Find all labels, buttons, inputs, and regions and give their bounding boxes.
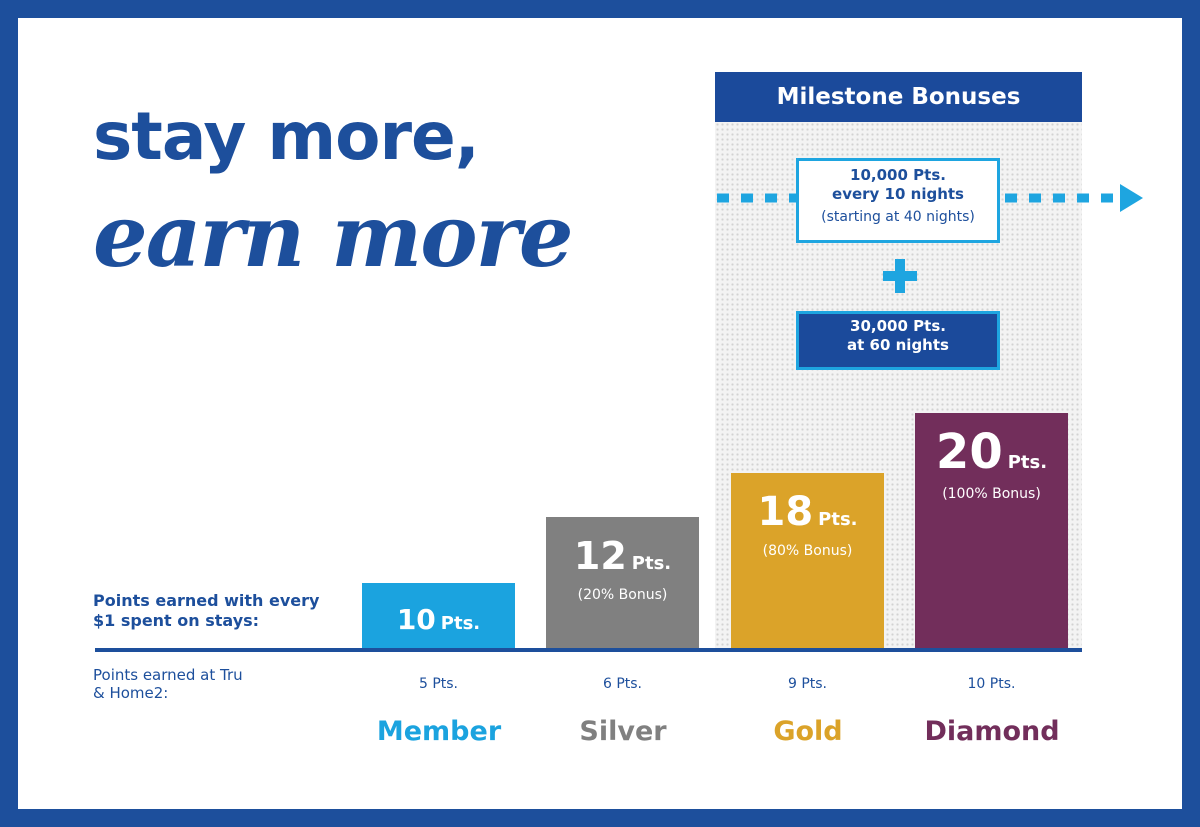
plus-icon <box>883 259 917 293</box>
points-line: 20 Pts. <box>915 428 1068 486</box>
points-unit: Pts. <box>440 613 481 634</box>
box-line: every 10 nights <box>832 185 964 203</box>
points-unit: Pts. <box>818 509 858 530</box>
points-unit: Pts. <box>631 553 672 574</box>
tier-name: Silver <box>579 716 667 747</box>
points-value: 12 <box>573 534 627 578</box>
tier-name: Gold <box>773 716 843 747</box>
tier-bar: 12 Pts. (20% Bonus) <box>546 517 699 648</box>
row-label: Points earned at Tru & Home2: <box>93 666 243 702</box>
title-line: earn more <box>93 186 574 287</box>
tier-name: Member <box>376 716 502 747</box>
baseline <box>95 648 1082 652</box>
box-line: at 60 nights <box>847 336 949 354</box>
arrow-head <box>1120 184 1143 212</box>
points-unit: Pts. <box>1007 452 1048 473</box>
tru-points: 5 Pts. <box>418 676 459 692</box>
bonus-label: (20% Bonus) <box>577 587 668 603</box>
tru-points: 10 Pts. <box>967 676 1016 692</box>
tier-name: Diamond <box>924 716 1060 747</box>
points-value: 20 <box>935 424 1003 480</box>
box-line: (starting at 40 nights) <box>821 209 975 225</box>
tier-bar: 10 Pts. <box>362 583 515 648</box>
points-line: 18 Pts. <box>731 489 884 543</box>
tru-points: 9 Pts. <box>787 676 828 692</box>
box-line: 30,000 Pts. <box>850 317 946 335</box>
points-line: 12 Pts. <box>546 533 699 587</box>
tier-bar: 20 Pts. (100% Bonus) <box>915 413 1068 648</box>
bonus-label: (80% Bonus) <box>762 543 853 559</box>
milestone-title: Milestone Bonuses <box>715 72 1082 122</box>
title-line: stay more, <box>93 98 480 175</box>
tier-bar: 18 Pts. (80% Bonus) <box>731 473 884 648</box>
box-line: 10,000 Pts. <box>850 166 946 184</box>
milestone-box: 10,000 Pts. every 10 nights (starting at… <box>796 158 1000 243</box>
points-line: 10 Pts. <box>362 597 515 647</box>
row-label: Points earned with every $1 spent on sta… <box>93 591 320 630</box>
milestone-box: 30,000 Pts. at 60 nights <box>796 311 1000 370</box>
points-value: 10 <box>396 603 436 636</box>
tru-points: 6 Pts. <box>602 676 643 692</box>
points-value: 18 <box>757 489 814 535</box>
plus-bar <box>883 271 917 281</box>
bonus-label: (100% Bonus) <box>942 486 1041 502</box>
